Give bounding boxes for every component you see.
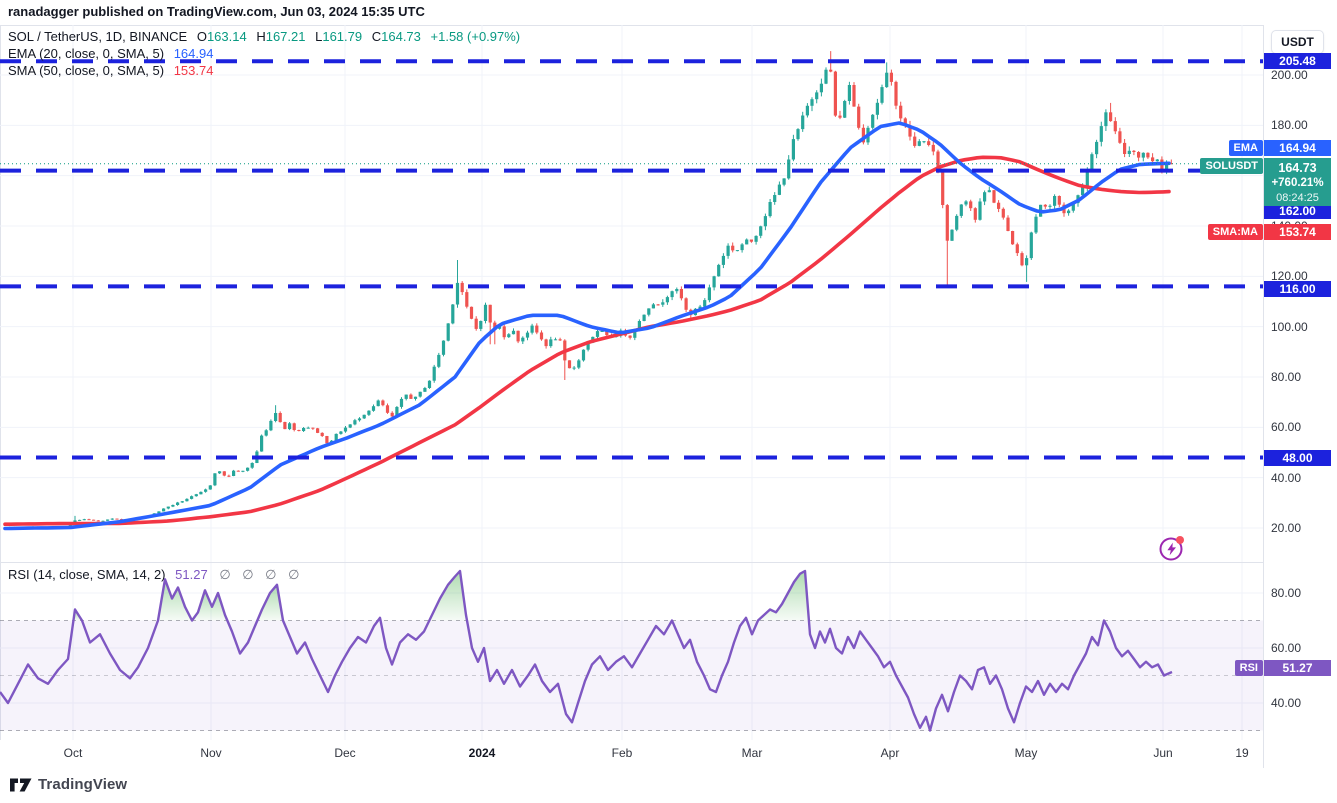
- chart-widget: [0, 25, 1335, 768]
- time-label-mar: Mar: [741, 746, 763, 760]
- rsi-legend: RSI (14, close, SMA, 14, 2) 51.27 ∅ ∅ ∅ …: [8, 566, 303, 583]
- time-label-oct: Oct: [63, 746, 83, 760]
- price-tick-120: 120.00: [1271, 269, 1308, 284]
- price-axis-separator: [1263, 25, 1264, 768]
- price-tick-200: 200.00: [1271, 68, 1308, 82]
- time-label-apr: Apr: [880, 746, 900, 760]
- time-label-19: 19: [1235, 746, 1249, 760]
- low-value: 161.79: [322, 29, 363, 44]
- open-label: O: [196, 29, 207, 44]
- close-value: 164.73: [381, 29, 421, 44]
- price-tick-180: 180.00: [1271, 118, 1308, 133]
- symbol-legend-row[interactable]: SOL / TetherUS, 1D, BINANCE O163.14 H167…: [8, 28, 520, 45]
- attribution-text: ranadagger published on TradingView.com,…: [8, 4, 425, 19]
- ema-legend-row[interactable]: EMA (20, close, 0, SMA, 5) 164.94: [8, 45, 520, 62]
- sma-legend-row[interactable]: SMA (50, close, 0, SMA, 5) 153.74: [8, 62, 520, 79]
- symbol-series-label: SOLUSDT: [1200, 158, 1263, 174]
- bar-countdown: 08:24:25: [1276, 192, 1319, 204]
- level-badge-116.00: 116.00: [1264, 281, 1331, 298]
- currency-unit-button[interactable]: USDT: [1271, 30, 1324, 54]
- open-value: 163.14: [206, 29, 247, 44]
- price-tick-60: 60.00: [1271, 420, 1302, 435]
- last-price-badge: 164.73 +760.21% 08:24:25: [1264, 158, 1331, 206]
- change-value: +1.58 (+0.97%): [430, 29, 521, 44]
- low-label: L: [315, 29, 323, 44]
- tradingview-brand-text: TradingView: [38, 776, 128, 793]
- rsi-legend-row[interactable]: RSI (14, close, SMA, 14, 2) 51.27 ∅ ∅ ∅ …: [8, 566, 303, 583]
- rsi-legend-value: 51.27: [175, 567, 208, 582]
- price-axis[interactable]: USDT 200.00180.00160.00140.00120.00100.0…: [1264, 25, 1337, 768]
- rsi-tick-40: 40.00: [1271, 696, 1302, 710]
- rsi-value-badge: 51.27: [1264, 660, 1331, 676]
- level-badge-48.00: 48.00: [1264, 449, 1331, 466]
- time-label-feb: Feb: [611, 746, 633, 760]
- price-tick-40: 40.00: [1271, 470, 1302, 485]
- price-tick-80: 80.00: [1271, 370, 1302, 384]
- price-tick-100: 100.00: [1271, 319, 1308, 334]
- pane-separator[interactable]: [0, 562, 1337, 563]
- tradingview-mark-icon: [10, 778, 32, 791]
- ema-legend-label: EMA (20, close, 0, SMA, 5): [8, 46, 165, 61]
- flash-pattern-icon[interactable]: [1158, 534, 1186, 562]
- rsi-empty-markers: ∅ ∅ ∅ ∅: [219, 567, 304, 582]
- rsi-tick-80: 80.00: [1271, 586, 1302, 600]
- high-label: H: [256, 29, 266, 44]
- level-badge-205.48: 205.48: [1264, 53, 1331, 70]
- time-axis[interactable]: Oct Nov Dec 2024 Feb Mar Apr May Jun 19: [0, 740, 1263, 768]
- time-label-nov: Nov: [200, 746, 222, 760]
- rsi-tick-60: 60.00: [1271, 641, 1302, 655]
- change-percent-value: +760.21%: [1271, 177, 1324, 189]
- time-label-may: May: [1014, 746, 1038, 760]
- last-price-value: 164.73: [1278, 161, 1317, 175]
- high-value: 167.21: [265, 29, 306, 44]
- level-badge-162.00: 162.00: [1264, 203, 1331, 220]
- time-label-jun: Jun: [1153, 746, 1173, 760]
- time-label-2024: 2024: [468, 746, 496, 760]
- ema-series-label: EMA: [1228, 140, 1263, 156]
- sma-series-label: SMA:MA: [1207, 224, 1263, 240]
- sma-legend-label: SMA (50, close, 0, SMA, 5): [8, 63, 165, 78]
- ema-value-badge: 164.94: [1264, 140, 1331, 156]
- rsi-legend-label: RSI (14, close, SMA, 14, 2): [8, 567, 166, 582]
- sma-value-badge: 153.74: [1264, 224, 1331, 240]
- symbol-title: SOL / TetherUS, 1D, BINANCE: [8, 29, 188, 44]
- time-label-dec: Dec: [334, 746, 356, 760]
- price-legend: SOL / TetherUS, 1D, BINANCE O163.14 H167…: [8, 28, 520, 79]
- close-label: C: [371, 29, 382, 44]
- price-tick-20: 20.00: [1271, 521, 1302, 535]
- sma-legend-value: 153.74: [173, 63, 214, 78]
- rsi-series-label: RSI: [1234, 660, 1263, 676]
- price-chart-canvas[interactable]: [0, 25, 1263, 562]
- tradingview-logo[interactable]: TradingView: [10, 776, 127, 793]
- rsi-chart-canvas[interactable]: [0, 562, 1263, 740]
- ema-legend-value: 164.94: [173, 46, 214, 61]
